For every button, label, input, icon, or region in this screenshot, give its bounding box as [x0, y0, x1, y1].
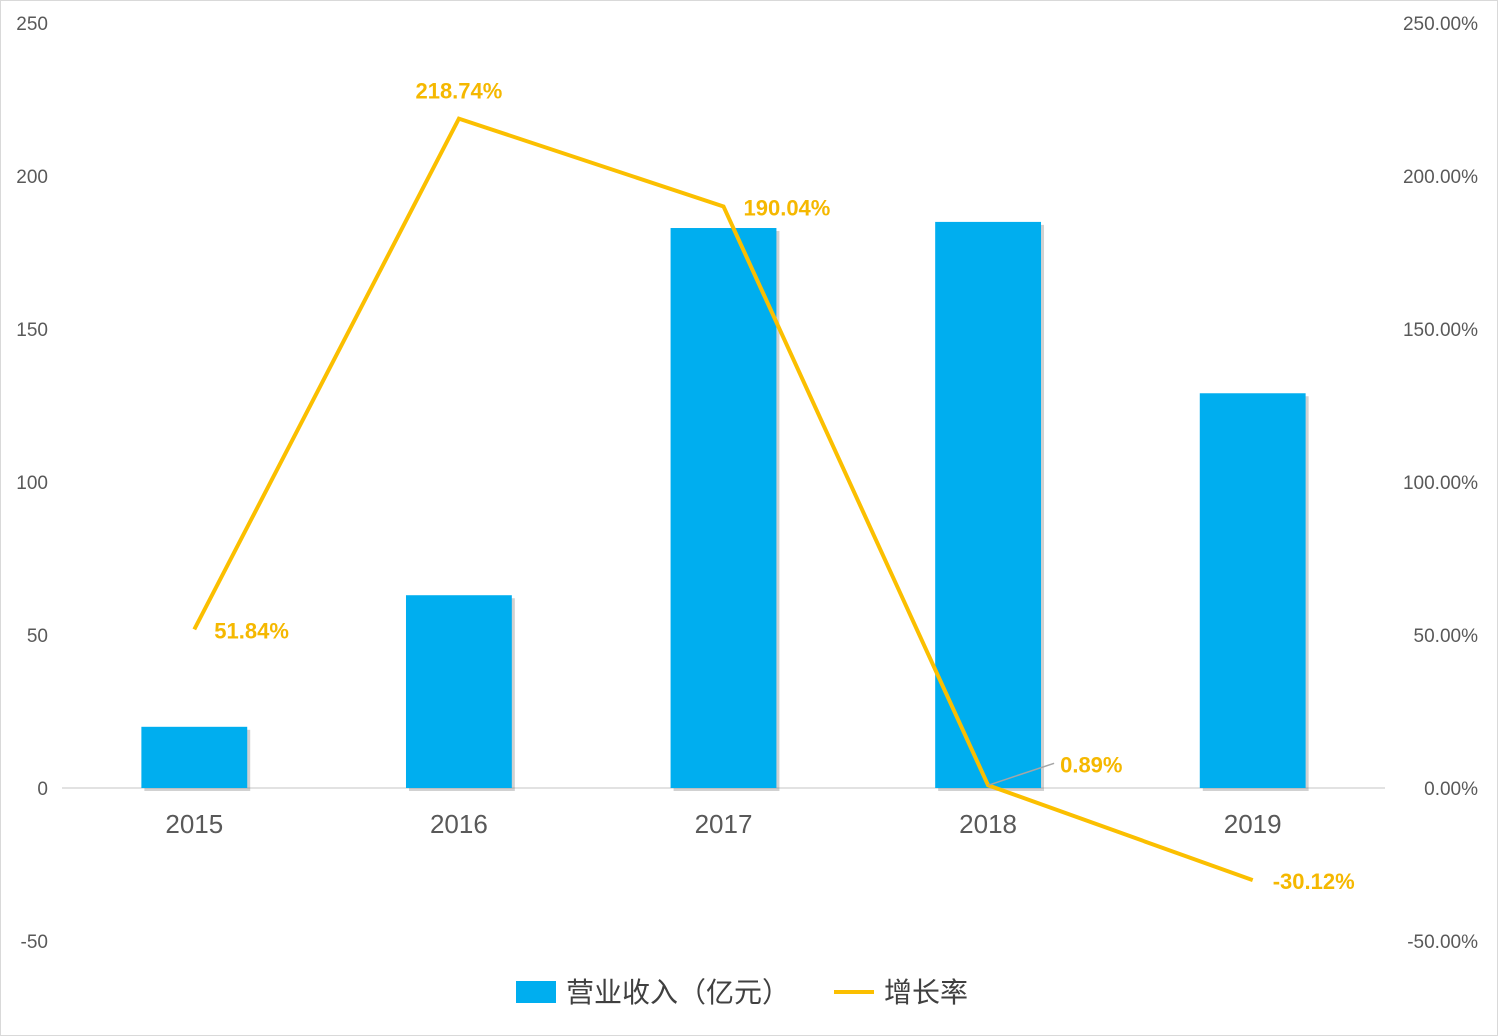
- left-tick-label: -50: [21, 932, 48, 953]
- right-tick-label: 50.00%: [1414, 626, 1479, 647]
- legend-label-bar: 营业收入（亿元）: [566, 976, 790, 1009]
- left-tick-label: 100: [16, 473, 48, 494]
- legend: 营业收入（亿元） 增长率: [516, 976, 968, 1009]
- right-tick-label: 150.00%: [1403, 320, 1478, 341]
- bar-2019: [1199, 393, 1306, 788]
- right-tick-label: 100.00%: [1403, 473, 1478, 494]
- right-tick-label: 200.00%: [1403, 167, 1478, 188]
- data-label: 218.74%: [415, 79, 502, 104]
- left-tick-label: 250: [16, 14, 48, 35]
- bar-2018: [935, 221, 1042, 788]
- x-tick-label: 2018: [959, 809, 1017, 839]
- x-tick-label: 2015: [165, 809, 223, 839]
- legend-label-line: 增长率: [884, 976, 968, 1009]
- left-tick-label: 50: [27, 626, 48, 647]
- right-tick-label: 250.00%: [1403, 14, 1478, 35]
- x-tick-label: 2016: [430, 809, 488, 839]
- x-tick-label: 2017: [695, 809, 753, 839]
- right-axis: 250.00% 200.00% 150.00% 100.00% 50.00% 0.00% -…: [1403, 14, 1478, 953]
- data-label: -30.12%: [1273, 869, 1355, 894]
- x-tick-label: 2019: [1224, 809, 1282, 839]
- right-tick-label: -50.00%: [1407, 932, 1478, 953]
- legend-swatch-bar: [516, 981, 556, 1003]
- x-axis: 2015 2016 2017 2018 2019: [165, 809, 1281, 839]
- bar-2015: [141, 726, 248, 788]
- leader-line: [987, 762, 1055, 786]
- data-label: 0.89%: [1060, 752, 1122, 777]
- line-series: 51.84% 218.74% 190.04% 0.89% -30.12%: [192, 79, 1355, 894]
- left-tick-label: 150: [16, 320, 48, 341]
- left-axis: 250 200 150 100 50 0 -50: [16, 14, 48, 953]
- bar-series: [141, 221, 1309, 791]
- left-tick-label: 0: [37, 779, 48, 800]
- data-label: 190.04%: [744, 195, 831, 220]
- growth-line: [192, 116, 1254, 883]
- bar-2016: [405, 595, 512, 788]
- data-label: 51.84%: [214, 618, 289, 643]
- left-tick-label: 200: [16, 167, 48, 188]
- right-tick-label: 0.00%: [1424, 779, 1478, 800]
- bar-2017: [670, 228, 777, 788]
